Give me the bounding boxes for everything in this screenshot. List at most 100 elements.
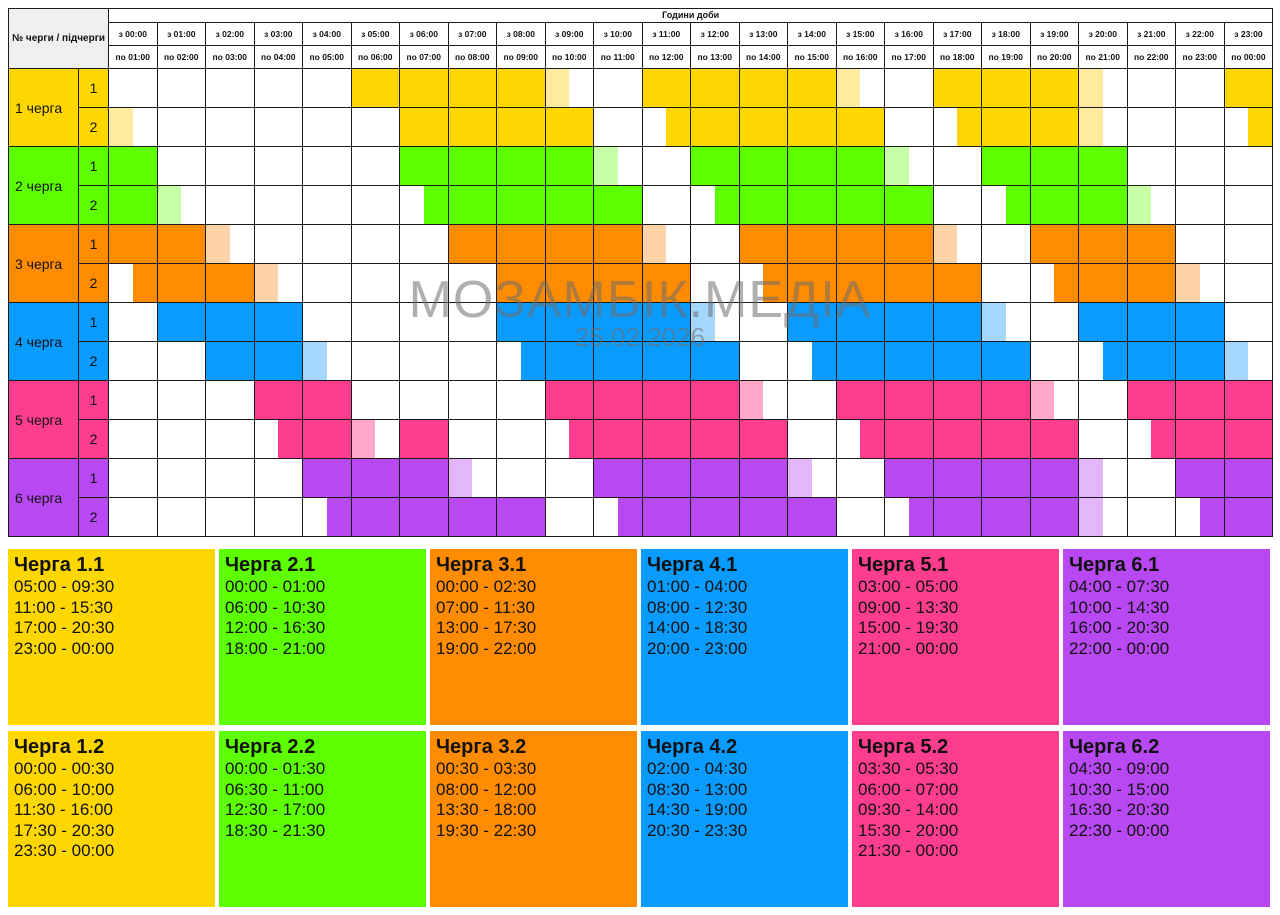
hour-slot (690, 146, 740, 186)
outage-time-range: 01:00 - 04:00 (647, 577, 748, 596)
queue-card-title: Черга 5.2 (858, 736, 949, 758)
schedule-table: № черги / підчерги Години доби з 00:00 з … (7, 8, 1274, 537)
hour-to-1: по 02:00 (156, 45, 207, 69)
hour-slot (205, 68, 255, 108)
queue-label: 5 черга (8, 380, 79, 459)
hour-slot (641, 419, 692, 459)
hour-slot (1126, 341, 1177, 381)
hour-to-21: по 22:00 (1126, 45, 1177, 69)
hour-slot (932, 263, 983, 303)
hour-slot (981, 458, 1031, 498)
hour-slot (1029, 341, 1080, 381)
hour-slot (593, 302, 643, 342)
outage-time-range: 00:00 - 00:30 (14, 759, 115, 778)
hour-slot (690, 263, 740, 303)
hour-slot (1078, 419, 1128, 459)
outage-schedule-grid: № черги / підчерги Години доби з 00:00 з … (7, 8, 1274, 537)
hour-to-10: по 11:00 (593, 45, 643, 69)
outage-half-second (1199, 498, 1224, 536)
subqueue-label: 2 (77, 185, 110, 225)
hour-slot (787, 185, 837, 225)
outage-half-first (158, 186, 182, 224)
hour-slot (884, 419, 934, 459)
subqueue-label: 1 (77, 146, 110, 186)
hour-slot (1126, 146, 1177, 186)
hour-slot (302, 497, 352, 537)
outage-time-range: 10:30 - 15:00 (1069, 779, 1170, 799)
hour-slot (593, 458, 643, 498)
hour-slot (447, 224, 498, 264)
outage-time-range: 22:30 - 00:00 (1069, 820, 1170, 840)
subqueue-label: 2 (77, 497, 110, 537)
hour-slot (447, 107, 498, 147)
queue-1-sub-2-row: 2 (9, 107, 1274, 147)
hour-slot (738, 419, 789, 459)
hour-slot (205, 146, 255, 186)
queue-label: 3 черга (8, 224, 79, 303)
outage-half-second (666, 108, 690, 146)
hour-slot (1223, 107, 1274, 147)
hour-slot (641, 263, 692, 303)
hour-slot (593, 224, 643, 264)
subqueue-label: 1 (77, 224, 110, 264)
hour-slot (690, 458, 740, 498)
hour-slot (350, 185, 401, 225)
outage-time-range: 00:00 - 01:30 (225, 759, 326, 778)
hour-slot (1029, 263, 1080, 303)
hour-slot (690, 302, 740, 342)
hour-slot (399, 224, 449, 264)
hour-slot (932, 185, 983, 225)
hour-slot (690, 380, 740, 420)
hour-slot (593, 185, 643, 225)
hour-slot (447, 146, 498, 186)
hour-slot (253, 146, 304, 186)
outage-half-first (109, 108, 133, 146)
outage-half-second (860, 420, 884, 458)
hour-slot (1223, 458, 1274, 498)
hour-slot (156, 341, 207, 381)
hour-slot (253, 341, 304, 381)
queue-1-sub-1-row: 1 черга 1 (8, 68, 1274, 147)
hour-to-19: по 20:00 (1029, 45, 1080, 69)
hour-slot (690, 224, 740, 264)
queue-5-sub-1-row: 5 черга 1 (8, 380, 1274, 459)
hour-slot (496, 107, 546, 147)
outage-time-range: 12:00 - 16:30 (225, 618, 326, 637)
hour-to-14: по 15:00 (787, 45, 837, 69)
hour-slot (1029, 419, 1080, 459)
queue-card-title: Черга 2.1 (225, 554, 316, 576)
queue-card: Черга 2.1 00:00 - 01:00 06:00 - 10:30 12:00… (219, 549, 426, 725)
hour-slot (1175, 497, 1225, 537)
hour-slot (399, 497, 449, 537)
hour-slot (544, 497, 595, 537)
queue-3-sub-2-row: 2 (9, 263, 1274, 303)
hour-slot (1078, 380, 1128, 420)
outage-time-range: 20:30 - 23:30 (647, 820, 748, 840)
hour-slot (738, 263, 789, 303)
hour-slot (496, 419, 546, 459)
hour-slot (399, 68, 449, 108)
outage-half-first (982, 303, 1006, 341)
hour-slot (932, 146, 983, 186)
hour-slot (738, 107, 789, 147)
queue-card-title: Черга 2.2 (225, 736, 316, 758)
hour-slot (108, 419, 158, 459)
hour-from-10: з 10:00 (593, 22, 643, 46)
hour-from-row: з 00:00 з 01:00 з 02:00 з 03:00 з 04:00 з 05:… (9, 22, 1274, 46)
hour-slot (1078, 185, 1128, 225)
hour-slot (1223, 68, 1274, 108)
hour-slot (302, 146, 352, 186)
hour-to-13: по 14:00 (738, 45, 789, 69)
hour-slot (447, 380, 498, 420)
outage-half-first (1225, 342, 1249, 380)
outage-time-range: 23:00 - 00:00 (14, 638, 115, 658)
outage-half-first (1079, 498, 1103, 536)
outage-half-second (714, 186, 739, 224)
hour-slot (253, 185, 304, 225)
outage-time-range: 19:00 - 22:00 (436, 638, 537, 658)
hour-from-15: з 15:00 (835, 22, 886, 46)
hour-slot (496, 341, 546, 381)
hour-slot (1175, 341, 1225, 381)
outage-time-range: 12:30 - 17:00 (225, 800, 326, 819)
hour-slot (1223, 185, 1274, 225)
